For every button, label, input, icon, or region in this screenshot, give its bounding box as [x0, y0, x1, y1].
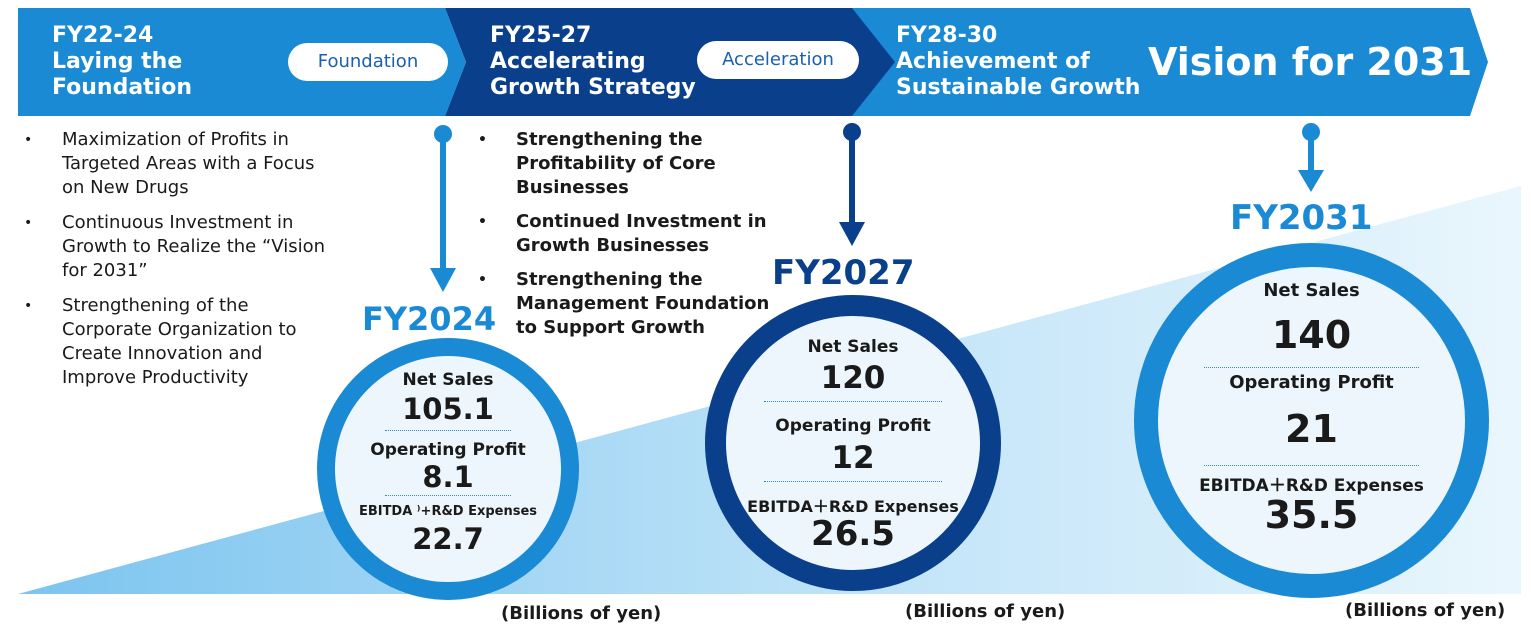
phase-band-1 — [18, 8, 466, 116]
phase-3-line2: Sustainable Growth — [896, 75, 1141, 100]
fy2027-units: (Billions of yen) — [905, 601, 1066, 622]
net-sales-label: Net Sales — [402, 370, 494, 390]
ebitda-label: EBITDA ⁾+R&D Expenses — [358, 504, 538, 519]
arrow-fy2031 — [1298, 123, 1324, 192]
phase-1-period: FY22-24 — [52, 23, 154, 48]
arrow-fy2027 — [839, 123, 865, 246]
divider — [385, 430, 511, 431]
fy2027-circle: Net Sales 120 Operating Profit 12 EBITDA… — [705, 295, 1001, 591]
phase-2-line2: Growth Strategy — [490, 75, 696, 100]
ebitda-label: EBITDA＋R&D Expenses — [747, 497, 959, 516]
phase-1-line2: Foundation — [52, 75, 193, 100]
fy2031-circle: Net Sales 140 Operating Profit 21 EBITDA… — [1134, 243, 1489, 598]
divider — [385, 495, 511, 496]
ebitda-label: EBITDA＋R&D Expenses — [1199, 476, 1424, 496]
operating-profit-value: 21 — [1285, 407, 1338, 451]
ebitda-value: 22.7 — [412, 522, 484, 556]
divider — [764, 401, 942, 402]
net-sales-value: 140 — [1271, 313, 1352, 357]
fy2031-label: FY2031 — [1230, 198, 1373, 238]
net-sales-value: 105.1 — [402, 392, 494, 426]
divider — [1204, 465, 1419, 466]
fy2024-label: FY2024 — [362, 300, 497, 338]
list-item: • Maximization of Profits in Targeted Are… — [24, 129, 315, 198]
phase-1-title: FY22-24 Laying the Foundation — [52, 23, 192, 101]
phase-1-line1: Laying the — [52, 49, 183, 74]
acceleration-pill: Acceleration — [697, 41, 859, 79]
divider — [764, 481, 942, 482]
arrow-fy2024 — [430, 125, 456, 292]
phase-3-period: FY28-30 — [896, 23, 998, 48]
fy2027-label: FY2027 — [772, 253, 915, 293]
net-sales-label: Net Sales — [807, 337, 899, 357]
phase-band-3 — [840, 8, 1488, 116]
vision-title: Vision for 2031 — [1148, 40, 1473, 84]
operating-profit-value: 12 — [831, 440, 875, 476]
net-sales-label: Net Sales — [1263, 280, 1360, 301]
foundation-pill: Foundation — [288, 43, 448, 81]
list-item: • Strengthening of the Corporate Organiza… — [24, 295, 297, 388]
operating-profit-label: Operating Profit — [1229, 372, 1394, 393]
divider — [1204, 367, 1419, 368]
ebitda-value: 26.5 — [811, 514, 895, 554]
operating-profit-label: Operating Profit — [775, 416, 931, 436]
operating-profit-label: Operating Profit — [370, 440, 526, 460]
phase-3-title: FY28-30 Achievement of Sustainable Growt… — [896, 23, 1140, 101]
fy2024-circle: Net Sales 105.1 Operating Profit 8.1 EBI… — [317, 338, 579, 600]
operating-profit-value: 8.1 — [422, 460, 474, 494]
list-item: • Continuous Investment in Growth to Real… — [24, 212, 326, 281]
fy2031-units: (Billions of yen) — [1345, 600, 1506, 621]
list-item: • Continued Investment in Growth Business… — [478, 211, 767, 256]
net-sales-value: 120 — [820, 360, 886, 396]
ebitda-value: 35.5 — [1264, 493, 1359, 537]
list-item: • Strengthening the Management Foundation… — [478, 269, 770, 338]
phase-band-2 — [445, 8, 895, 116]
phase-1-strategies: • Maximization of Profits in Targeted Are… — [22, 128, 332, 401]
list-item: • Strengthening the Profitability of Core… — [478, 129, 716, 198]
phase-2-line1: Accelerating — [490, 49, 646, 74]
phase-2-period: FY25-27 — [490, 23, 592, 48]
phase-3-line1: Achievement of — [896, 49, 1090, 74]
phase-2-strategies: • Strengthening the Profitability of Core… — [476, 128, 796, 350]
fy2024-units: (Billions of yen) — [501, 603, 662, 624]
phase-2-title: FY25-27 Accelerating Growth Strategy — [490, 23, 696, 101]
